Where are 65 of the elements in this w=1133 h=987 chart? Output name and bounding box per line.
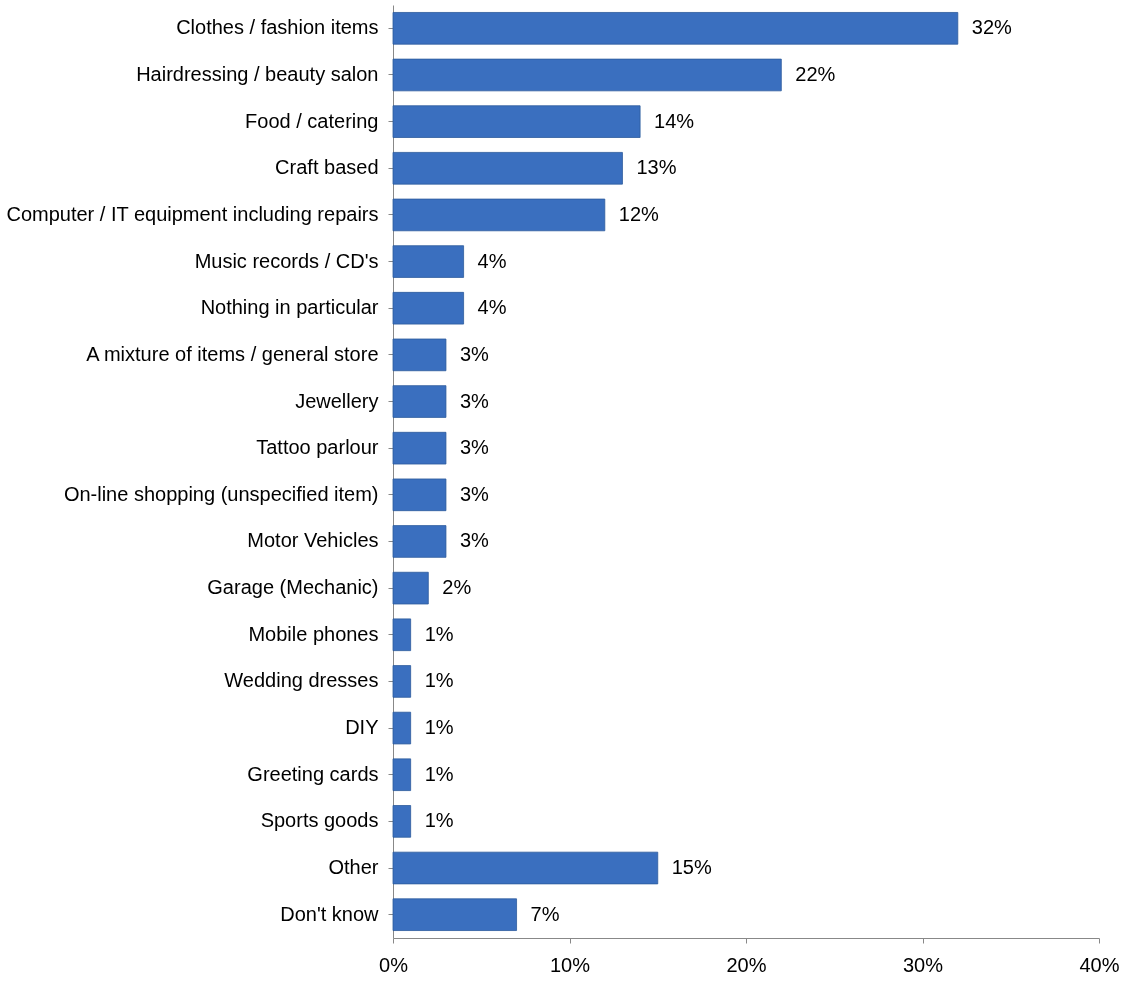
bar: [392, 478, 447, 512]
x-tick-label: 10%: [549, 953, 591, 976]
data-label: 3%: [459, 389, 490, 412]
y-tick-label: Other: [328, 856, 379, 879]
bar: [392, 58, 782, 92]
bar: [392, 12, 959, 45]
y-tick-label: Sports goods: [260, 809, 379, 832]
y-tick-label: Music records / CD's: [194, 249, 379, 272]
data-label: 1%: [424, 669, 454, 692]
data-label: 3%: [459, 342, 490, 365]
y-tick-label: Motor Vehicles: [247, 529, 379, 552]
data-label: 14%: [654, 109, 695, 132]
bar: [392, 198, 606, 232]
x-tick-label: 40%: [1079, 953, 1120, 976]
data-label: 3%: [459, 482, 490, 505]
bar: [392, 571, 429, 605]
y-tick-label: A mixture of items / general store: [86, 342, 379, 365]
y-tick-label: DIY: [345, 716, 379, 739]
x-tick-label: 30%: [902, 953, 944, 976]
data-label: 2%: [442, 576, 472, 599]
data-label: 4%: [477, 296, 507, 319]
y-tick-label: Nothing in particular: [200, 296, 379, 319]
bar: [392, 805, 412, 838]
y-tick-label: Wedding dresses: [224, 669, 379, 692]
x-tick-label: 20%: [726, 953, 767, 976]
bar: [392, 711, 412, 745]
data-label: 22%: [795, 62, 836, 85]
data-label: 1%: [424, 762, 454, 785]
bar: [392, 431, 447, 465]
y-tick-label: Don't know: [280, 902, 380, 925]
y-tick-label: Hairdressing / beauty salon: [136, 62, 379, 85]
bar: [392, 898, 517, 931]
bar: [392, 851, 659, 885]
bar: [392, 758, 412, 791]
bar: [392, 665, 412, 698]
data-label: 1%: [424, 716, 454, 739]
data-label: 3%: [459, 436, 490, 459]
y-tick-label: Craft based: [275, 156, 379, 179]
bar: [392, 105, 641, 138]
bar: [392, 245, 464, 278]
y-tick-label: Mobile phones: [248, 622, 379, 645]
bar: [392, 338, 447, 372]
data-label: 7%: [530, 902, 560, 925]
y-tick-label: Food / catering: [245, 109, 379, 132]
y-tick-label: Tattoo parlour: [256, 436, 379, 459]
y-tick-label: On-line shopping (unspecified item): [63, 482, 379, 505]
data-label: 12%: [618, 202, 660, 225]
bar: [392, 152, 623, 185]
data-label: 4%: [477, 249, 507, 272]
y-tick-label: Garage (Mechanic): [207, 576, 379, 599]
y-tick-label: Clothes / fashion items: [176, 16, 379, 39]
y-tick-label: Computer / IT equipment including repairs: [6, 202, 379, 225]
bar: [392, 618, 412, 652]
data-label: 15%: [671, 856, 712, 879]
data-label: 1%: [424, 622, 454, 645]
data-label: 1%: [424, 809, 454, 832]
y-tick-label: Greeting cards: [247, 762, 379, 785]
data-label: 13%: [636, 156, 677, 179]
bar: [392, 291, 464, 325]
data-label: 32%: [971, 16, 1013, 39]
bar: [392, 525, 447, 558]
data-label: 3%: [459, 529, 490, 552]
y-tick-label: Jewellery: [295, 389, 379, 412]
bar: [392, 385, 447, 418]
x-tick-label: 0%: [379, 953, 409, 976]
